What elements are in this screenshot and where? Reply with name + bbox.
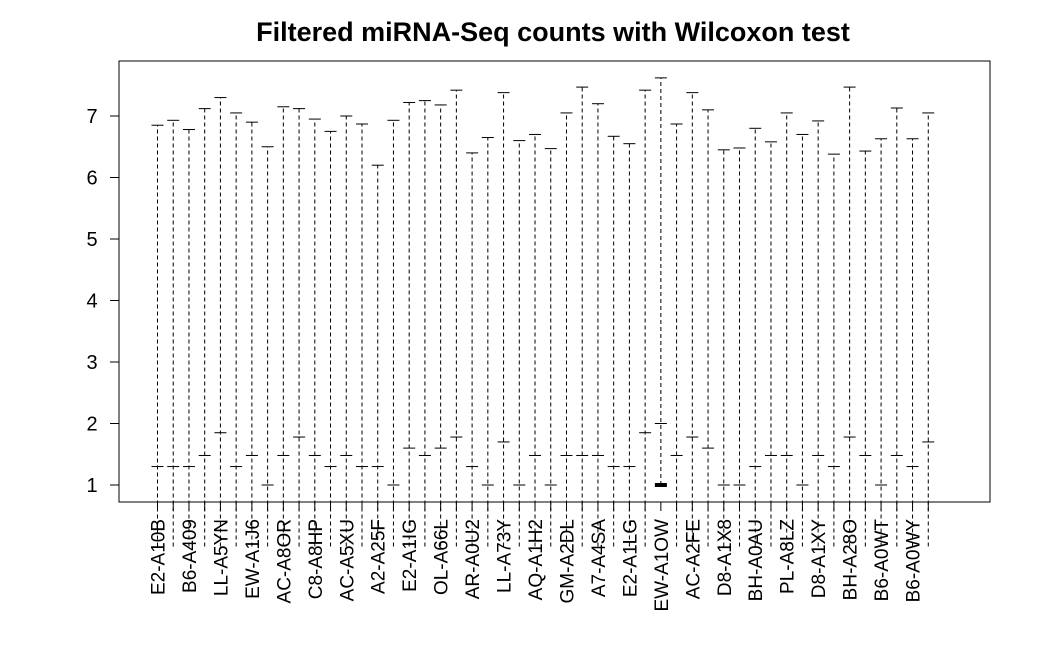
x-tick-label: AC-A8OR	[274, 519, 295, 603]
x-tick-label: EW-A1OW	[652, 519, 673, 612]
x-tick-label: BH-A28O	[841, 519, 862, 600]
x-tick-label: E2-A1LG	[620, 519, 641, 597]
x-tick-label: PL-A8LZ	[778, 519, 799, 594]
x-tick-label: AC-A5XU	[337, 519, 358, 601]
x-tick-label: A2-A25F	[369, 519, 390, 594]
box-series	[151, 77, 935, 547]
x-tick-label: D8-A1XY	[809, 519, 830, 599]
x-tick-label: C8-A8HP	[306, 519, 327, 599]
y-tick-label: 3	[86, 352, 97, 374]
x-tick-label: LL-A5YN	[211, 519, 232, 596]
x-tick-label: B6-A0WT	[872, 519, 893, 602]
x-tick-label: BH-A0AU	[746, 519, 767, 601]
x-tick-label: D8-A1X8	[715, 519, 736, 596]
y-tick-label: 2	[86, 414, 97, 436]
y-tick-label: 5	[86, 229, 97, 251]
x-tick-label: B6-A409	[180, 519, 201, 593]
x-axis: E2-A10B B6-A409 LL-A5YN EW-A1J6 AC-A8OR C8-A8…	[149, 501, 929, 612]
x-tick-label: E2-A1IG	[400, 519, 421, 592]
y-tick-label: 1	[86, 475, 97, 497]
median-bar	[654, 483, 667, 487]
x-tick-label: LL-A73Y	[495, 519, 516, 593]
y-tick-label: 7	[86, 106, 97, 128]
x-tick-label: AR-A0U2	[463, 519, 484, 599]
x-tick-label: AC-A2FE	[683, 519, 704, 599]
x-tick-label: GM-A2DL	[557, 519, 578, 603]
x-tick-label: AQ-A1H2	[526, 519, 547, 600]
y-tick-label: 6	[86, 168, 97, 190]
y-axis: 1 2 3 4 5 6 7	[86, 106, 120, 497]
y-tick-label: 4	[86, 291, 97, 313]
x-tick-label: E2-A10B	[149, 519, 170, 595]
x-tick-label: EW-A1J6	[243, 519, 264, 599]
x-tick-label: B6-A0WY	[904, 519, 925, 603]
x-tick-label: OL-A66L	[432, 519, 453, 595]
plot-frame	[118, 60, 991, 503]
x-tick-label: A7-A4SA	[589, 519, 610, 597]
chart-title: Filtered miRNA-Seq counts with Wilcoxon …	[256, 17, 850, 47]
